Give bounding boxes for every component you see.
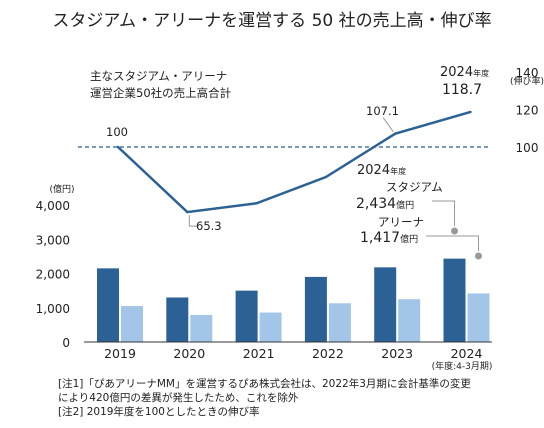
left-tick-label: 3,000 <box>36 233 70 247</box>
x-tick-label: 2019 <box>104 346 136 361</box>
footnote-2: [注2] 2019年度を100としたときの伸び率 <box>58 406 260 418</box>
growth-rate-points <box>116 110 472 214</box>
annotation-2024-year: 2024年度 <box>357 163 406 178</box>
growth-point-2024 <box>469 110 472 114</box>
bar-stadium-2024 <box>443 258 466 342</box>
bar-arena-2023 <box>398 299 421 342</box>
right-tick-label: 120 <box>516 104 539 118</box>
data-label-2020: 65.3 <box>196 219 222 233</box>
leader-arena <box>426 235 479 251</box>
bar-arena-2019 <box>121 306 143 342</box>
footnotes: [注1]「ぴあアリーナMM」を運営するぴあ株式会社は、2022年3月期に会計基準… <box>58 377 471 419</box>
x-tick-label: 2020 <box>173 346 205 361</box>
growth-point-2020 <box>186 210 189 214</box>
growth-point-2022 <box>324 175 328 179</box>
x-tick-label: 2022 <box>312 346 344 361</box>
growth-rate-line <box>117 110 471 214</box>
x-tick-label: 2021 <box>243 346 275 361</box>
right-axis-unit: (伸び率) <box>510 75 544 87</box>
data-label-2023: 107.1 <box>366 104 399 118</box>
leader-2020 <box>188 215 198 227</box>
left-axis-unit: (億円) <box>49 183 74 195</box>
bar-stadium-2020 <box>166 297 189 342</box>
marker-stadium <box>451 227 458 235</box>
right-tick-label: 140 <box>516 66 539 80</box>
x-axis-fiscal-note: (年度:4-3月期) <box>432 360 493 372</box>
data-label-2019: 100 <box>106 125 128 139</box>
leader-2023 <box>382 117 394 132</box>
chart-subtitle-line-2: 運営企業50社の売上高合計 <box>90 86 231 100</box>
annotation-stadium-value: 2,434億円 <box>356 196 414 212</box>
bars <box>97 258 490 342</box>
bar-stadium-2022 <box>304 276 327 342</box>
leader-stadium <box>432 200 455 226</box>
right-tick-label: 100 <box>516 141 539 155</box>
annotation-2024-growth-year: 2024年度 <box>440 65 489 80</box>
bar-arena-2021 <box>259 312 282 342</box>
bar-stadium-2019 <box>97 268 119 342</box>
growth-point-2019 <box>116 145 120 149</box>
annotation-2024-growth-value: 118.7 <box>442 82 482 98</box>
growth-point-2021 <box>255 202 258 205</box>
x-axis-labels: 2019 2020 2021 2022 2023 2024 <box>104 346 482 361</box>
bar-arena-2024 <box>467 293 490 342</box>
bar-arena-2022 <box>328 303 351 342</box>
left-axis: 0 1,000 2,000 3,000 4,000 <box>36 199 70 350</box>
chart-subtitle-line-1: 主なスタジアム・アリーナ <box>90 69 227 83</box>
footnote-1-line-1: [注1]「ぴあアリーナMM」を運営するぴあ株式会社は、2022年3月期に会計基準… <box>58 378 471 390</box>
growth-point-2023 <box>394 132 397 135</box>
left-tick-label: 2,000 <box>36 268 70 282</box>
marker-arena <box>475 252 482 260</box>
left-tick-label: 4,000 <box>36 199 70 213</box>
left-tick-label: 0 <box>62 336 70 350</box>
footnote-1-line-2: により420億円の差異が発生したため、これを除外 <box>58 392 299 404</box>
annotation-stadium-label: スタジアム <box>386 180 443 194</box>
x-tick-label: 2023 <box>381 346 413 361</box>
annotation-arena-value: 1,417億円 <box>360 230 418 246</box>
bar-stadium-2021 <box>235 290 258 342</box>
x-tick-label: 2024 <box>451 346 483 361</box>
annotation-arena-label: アリーナ <box>378 215 424 229</box>
bar-arena-2020 <box>190 314 213 342</box>
label-leaders <box>188 117 482 260</box>
bar-stadium-2023 <box>374 267 397 342</box>
chart-title: スタジアム・アリーナを運営する 50 社の売上高・伸び率 <box>52 11 491 31</box>
right-axis: 100 120 140 <box>516 66 539 155</box>
left-tick-label: 1,000 <box>36 302 70 316</box>
